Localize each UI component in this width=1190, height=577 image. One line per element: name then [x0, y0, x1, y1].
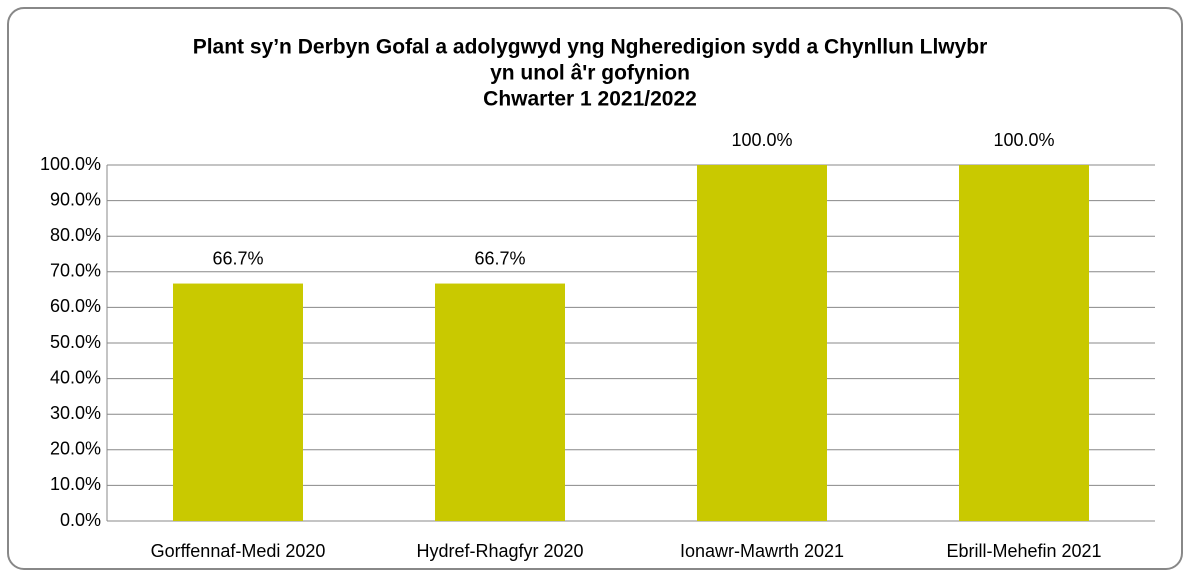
- bar: [173, 283, 303, 521]
- y-tick-label: 30.0%: [50, 403, 101, 423]
- chart-title: Plant sy’n Derbyn Gofal a adolygwyd yng …: [193, 36, 988, 59]
- data-label: 100.0%: [993, 130, 1054, 150]
- bar: [959, 165, 1089, 521]
- x-tick-label: Gorffennaf-Medi 2020: [151, 541, 326, 561]
- y-tick-label: 50.0%: [50, 332, 101, 352]
- x-tick-label: Ionawr-Mawrth 2021: [680, 541, 844, 561]
- bar: [697, 165, 827, 521]
- data-label: 66.7%: [212, 248, 263, 268]
- x-tick-label: Hydref-Rhagfyr 2020: [416, 541, 583, 561]
- y-tick-label: 10.0%: [50, 474, 101, 494]
- x-tick-label: Ebrill-Mehefin 2021: [946, 541, 1101, 561]
- y-tick-label: 100.0%: [40, 154, 101, 174]
- data-label: 100.0%: [731, 130, 792, 150]
- chart-title: Chwarter 1 2021/2022: [483, 88, 697, 111]
- chart-title: yn unol â'r gofynion: [490, 62, 690, 85]
- y-tick-label: 90.0%: [50, 189, 101, 209]
- bar: [435, 283, 565, 521]
- y-tick-label: 80.0%: [50, 225, 101, 245]
- y-tick-label: 20.0%: [50, 439, 101, 459]
- data-label: 66.7%: [474, 248, 525, 268]
- y-tick-label: 60.0%: [50, 296, 101, 316]
- y-tick-label: 70.0%: [50, 261, 101, 281]
- y-tick-label: 0.0%: [60, 510, 101, 530]
- y-tick-label: 40.0%: [50, 367, 101, 387]
